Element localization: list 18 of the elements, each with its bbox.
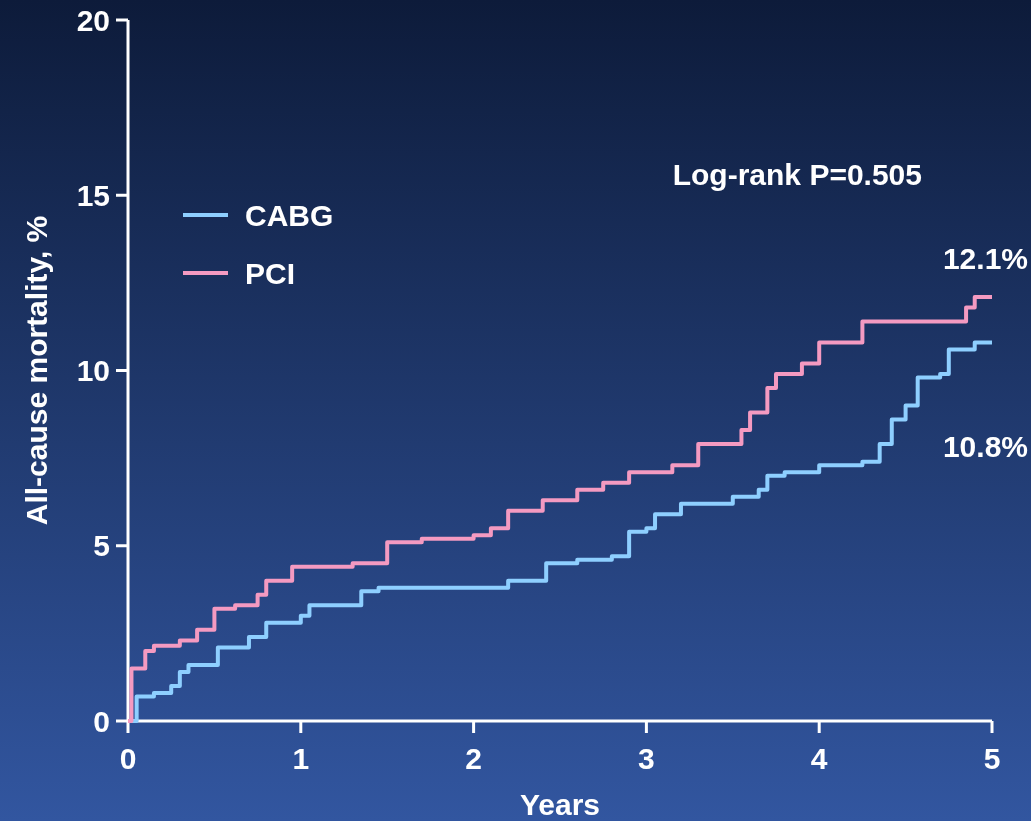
annotation: 10.8%: [942, 430, 1028, 464]
x-tick-label: 5: [983, 742, 1001, 775]
x-tick-label: 0: [119, 742, 137, 775]
y-tick-label: 5: [93, 529, 110, 563]
y-tick-label: 10: [76, 354, 110, 387]
x-tick-label: 1: [292, 742, 310, 775]
y-tick-label: 0: [93, 704, 110, 738]
legend-label: CABG: [245, 198, 334, 232]
y-tick-label: 15: [76, 178, 110, 212]
x-tick-label: 3: [638, 742, 655, 775]
x-tick-label: 4: [810, 742, 828, 775]
y-tick-label: 20: [76, 3, 110, 37]
x-tick-label: 2: [465, 742, 482, 775]
annotation: 12.1%: [942, 241, 1028, 275]
legend-label: PCI: [245, 256, 296, 290]
y-axis-title: All-cause mortality, %: [20, 215, 53, 526]
x-axis-title: Years: [519, 788, 601, 821]
annotation: Log-rank P=0.505: [672, 158, 922, 191]
